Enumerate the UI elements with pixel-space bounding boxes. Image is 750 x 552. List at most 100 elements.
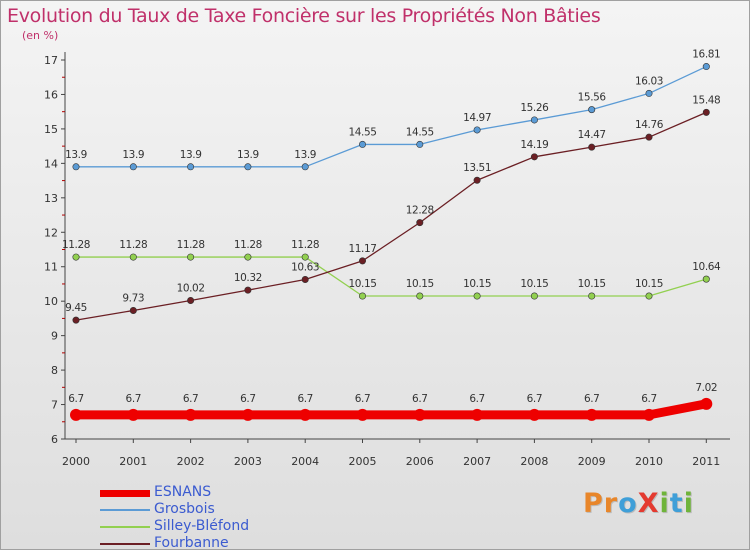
data-point [702,108,710,116]
y-tick-label: 15 [44,123,58,136]
data-point [645,89,653,97]
data-point [473,292,481,300]
data-point [416,140,424,148]
y-tick-label: 10 [44,295,58,308]
x-tick-label: 2002 [177,455,205,468]
data-label: 9.73 [122,292,144,304]
data-point [645,292,653,300]
data-label: 15.48 [692,94,720,106]
data-label: 15.56 [578,92,607,104]
data-label: 7.02 [695,382,717,394]
x-tick-label: 2001 [119,455,147,468]
data-label: 6.7 [240,393,256,405]
data-point [702,63,710,71]
data-label: 13.51 [463,162,491,174]
data-point [299,408,312,421]
data-point [471,408,484,421]
series-line-esnans [71,399,711,420]
y-tick-label: 13 [44,192,58,205]
data-label: 11.28 [62,239,90,251]
data-point [129,163,137,171]
data-label: 10.15 [406,278,434,290]
data-label: 13.9 [180,149,202,161]
y-tick-label: 8 [51,364,58,377]
x-tick-label: 2000 [62,455,90,468]
legend-swatch [100,509,150,511]
legend-label: Grosbois [154,501,215,517]
series-line-fourbanne [75,111,707,321]
data-point [72,316,80,324]
data-point [473,176,481,184]
x-tick-label: 2003 [234,455,262,468]
y-tick-label: 7 [51,399,58,412]
legend-label: Fourbanne [154,535,229,551]
data-point [244,163,252,171]
legend-label: ESNANS [154,484,212,500]
data-point [72,253,80,261]
data-point [585,408,598,421]
x-tick-label: 2006 [406,455,434,468]
data-label: 9.45 [65,302,87,314]
data-label: 14.97 [463,112,491,124]
data-label: 6.7 [412,393,428,405]
series-line-silley-bl-fond [75,256,707,297]
data-labels: 13.9 13.9 13.9 13.9 13.9 14.55 14.55 14.97 15.26… [62,49,721,405]
legend-swatch [100,526,150,528]
y-tick-label: 14 [44,157,58,170]
data-point [241,408,254,421]
data-point [358,257,366,265]
series-line-grosbois [75,65,707,168]
data-point [70,408,82,421]
data-point [301,253,309,261]
y-tick-label: 16 [44,88,58,101]
x-tick-label: 2005 [349,455,377,468]
y-tick-label: 12 [44,226,58,239]
data-point [700,397,713,410]
y-tick-label: 9 [51,330,58,343]
data-label: 6.7 [641,393,657,405]
data-label: 10.15 [520,278,548,290]
data-label: 13.9 [294,149,316,161]
data-point [528,408,541,421]
legend-swatch [100,489,150,497]
data-label: 13.9 [65,149,87,161]
data-point [530,116,538,124]
data-label: 12.28 [406,205,434,217]
y-tick-label: 6 [51,433,58,446]
data-label: 6.7 [68,393,84,405]
data-point [588,106,596,114]
data-label: 10.02 [177,282,205,294]
data-label: 6.7 [584,393,600,405]
data-point [358,292,366,300]
data-point [416,219,424,227]
data-label: 13.9 [122,149,144,161]
data-label: 10.15 [348,278,376,290]
data-label: 14.19 [520,139,548,151]
data-point [129,306,137,314]
proxiti-logo: ProXiti [583,488,694,519]
data-label: 10.32 [234,272,262,284]
x-tick-label: 2004 [291,455,319,468]
x-tick-label: 2008 [520,455,548,468]
data-label: 6.7 [469,393,485,405]
data-label: 16.03 [635,75,663,87]
x-tick-label: 2010 [635,455,663,468]
data-label: 11.28 [234,239,262,251]
data-label: 6.7 [297,393,313,405]
x-tick-label: 2011 [692,455,720,468]
data-label: 10.15 [578,278,606,290]
data-label: 11.28 [119,239,147,251]
data-label: 14.76 [635,119,664,131]
data-label: 6.7 [355,393,371,405]
data-point [416,292,424,300]
data-label: 10.63 [291,261,319,273]
chart-title: Evolution du Taux de Taxe Foncière sur l… [7,5,601,27]
data-label: 6.7 [126,393,142,405]
data-point [187,296,195,304]
data-point [127,408,140,421]
data-point [530,153,538,161]
data-label: 15.26 [520,102,549,114]
y-tick-label: 17 [44,54,58,67]
